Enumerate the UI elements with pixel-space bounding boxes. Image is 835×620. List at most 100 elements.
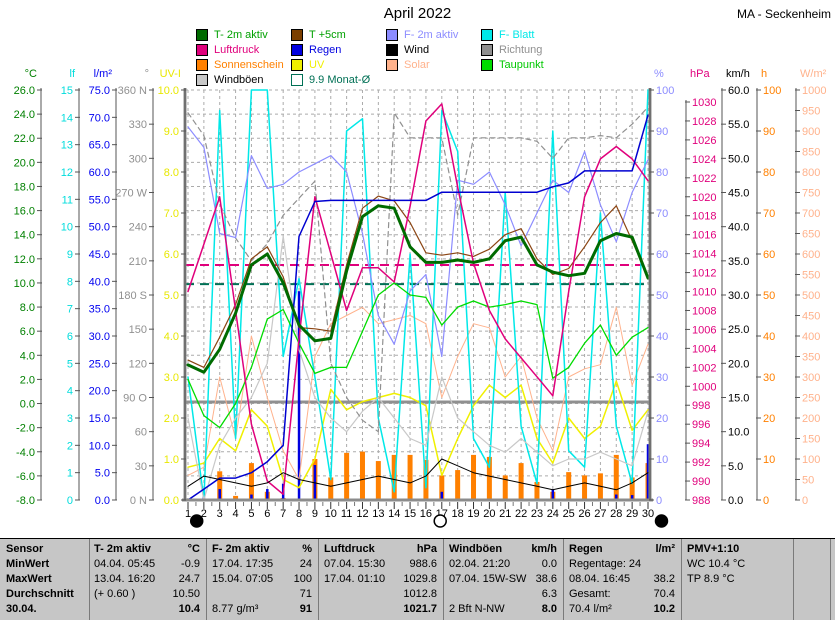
svg-text:60.0: 60.0 xyxy=(728,85,749,97)
axis-w-m-right: 1000950900850800750700650600550500450400… xyxy=(795,68,827,507)
axis-unit-lf: lf xyxy=(70,68,76,80)
svg-text:100: 100 xyxy=(656,85,674,97)
legend-label-f-blatt: F- Blatt xyxy=(499,29,535,41)
legend-label-t-5cm: T +5cm xyxy=(309,29,346,41)
svg-text:1002: 1002 xyxy=(692,362,716,374)
svg-text:40.0: 40.0 xyxy=(728,222,749,234)
svg-text:210: 210 xyxy=(129,256,147,268)
svg-text:21: 21 xyxy=(499,508,511,520)
svg-text:5: 5 xyxy=(67,358,73,370)
panel-unit-f-2m-aktiv: % xyxy=(302,543,312,555)
svg-text:10.0: 10.0 xyxy=(158,85,179,97)
svg-text:13: 13 xyxy=(61,140,73,152)
svg-text:50.0: 50.0 xyxy=(89,222,110,234)
svg-text:-8.0: -8.0 xyxy=(16,495,35,507)
svg-text:700: 700 xyxy=(802,208,820,220)
svg-text:5: 5 xyxy=(248,508,254,520)
svg-text:240: 240 xyxy=(129,222,147,234)
svg-text:13: 13 xyxy=(372,508,384,520)
legend-item-richtung: Richtung xyxy=(481,44,542,56)
svg-text:80: 80 xyxy=(656,167,668,179)
axis-km-h-right: 60.0 55.0 50.0 45.0 40.0 35.0 30.0 25.0 20.0 15.0… xyxy=(721,68,750,507)
panel-divider xyxy=(206,539,207,620)
svg-text:550: 550 xyxy=(802,270,820,282)
svg-text:1.0: 1.0 xyxy=(164,454,179,466)
legend-swatch-luftdruck-icon xyxy=(196,44,208,56)
svg-text:14: 14 xyxy=(61,112,73,124)
svg-text:1006: 1006 xyxy=(692,324,716,336)
axis-c-left: 26.0 24.0 22.0 20.0 18.0 16.0 14.0 12.0 10.0 8.0 6… xyxy=(14,68,42,507)
panel-unit-luftdruck: hPa xyxy=(416,543,437,555)
svg-text:30.0: 30.0 xyxy=(89,331,110,343)
panel-col-pmv-1-10: PMV+1:10 WC 10.4 °C TP 8.9 °C xyxy=(687,542,787,617)
svg-text:90 O: 90 O xyxy=(123,393,147,405)
panel-header-f-2m-aktiv: F- 2m aktiv xyxy=(212,543,270,555)
legend-swatch-sonnenschein-icon xyxy=(196,59,208,71)
svg-text:0.0: 0.0 xyxy=(164,495,179,507)
panel-cell-value: 6.3 xyxy=(541,588,557,600)
svg-text:450: 450 xyxy=(802,311,820,323)
svg-text:10.0: 10.0 xyxy=(14,278,35,290)
svg-text:1020: 1020 xyxy=(692,192,716,204)
axis-unit-c: °C xyxy=(25,68,37,80)
svg-text:350: 350 xyxy=(802,352,820,364)
legend-swatch-t-5cm-icon xyxy=(291,29,303,41)
panel-divider xyxy=(443,539,444,620)
svg-text:40: 40 xyxy=(763,331,775,343)
svg-text:0.0: 0.0 xyxy=(728,495,743,507)
panel-cell-label: 08.04. 16:45 xyxy=(569,573,631,585)
svg-text:6: 6 xyxy=(264,508,270,520)
panel-col-regen: Regen l/m² Regentage: 24 08.04. 16:45 38.2 Ge… xyxy=(569,542,675,617)
svg-text:70.0: 70.0 xyxy=(89,112,110,124)
svg-text:25.0: 25.0 xyxy=(89,358,110,370)
series-taupunkt xyxy=(187,282,649,429)
panel-cell-value: 10.2 xyxy=(653,603,675,615)
panel-divider xyxy=(89,539,90,620)
panel-col-sensor: Sensor MinWert MaxWert Durchschnitt 30.04. xyxy=(6,542,84,617)
panel-cell-value: 10.4 xyxy=(178,603,200,615)
svg-text:950: 950 xyxy=(802,106,820,118)
legend-item-f-blatt: F- Blatt xyxy=(481,29,534,41)
svg-text:20.0: 20.0 xyxy=(14,157,35,169)
legend-item-taupunkt: Taupunkt xyxy=(481,59,544,71)
svg-text:1000: 1000 xyxy=(692,381,716,393)
series-solar xyxy=(187,306,649,480)
svg-text:7.0: 7.0 xyxy=(164,208,179,220)
panel-col-t-2m-aktiv: T- 2m aktiv °C 04.04. 05:45 -0.9 13.04. 16:2… xyxy=(94,542,200,617)
panel-row: 71 xyxy=(212,587,312,602)
svg-text:1018: 1018 xyxy=(692,211,716,223)
svg-text:992: 992 xyxy=(692,457,710,469)
svg-text:8: 8 xyxy=(296,508,302,520)
svg-text:1024: 1024 xyxy=(692,154,716,166)
svg-text:0: 0 xyxy=(656,495,662,507)
svg-text:9.0: 9.0 xyxy=(164,126,179,138)
legend-swatch-f-blatt-icon xyxy=(481,29,493,41)
panel-cell-value: 8.0 xyxy=(541,603,557,615)
svg-text:65.0: 65.0 xyxy=(89,140,110,152)
panel-cell-value: 91 xyxy=(299,603,312,615)
panel-cell-label: 07.04. 15:30 xyxy=(324,558,386,570)
svg-text:360 N: 360 N xyxy=(118,85,147,97)
panel-row: (+ 0.60 ) 10.50 xyxy=(94,587,200,602)
panel-cell-label: 15.04. 07:05 xyxy=(212,573,274,585)
svg-text:45.0: 45.0 xyxy=(728,188,749,200)
panel-row: Gesamt: 70.4 xyxy=(569,587,675,602)
series-f-2m xyxy=(187,126,649,358)
svg-text:330: 330 xyxy=(129,119,147,131)
series-uv xyxy=(187,380,649,489)
axis-unit-h: h xyxy=(761,68,767,80)
svg-text:650: 650 xyxy=(802,229,820,241)
svg-text:1028: 1028 xyxy=(692,116,716,128)
panel-unit-regen: l/m² xyxy=(655,543,675,555)
svg-text:60: 60 xyxy=(656,249,668,261)
panel-cell-label: 02.04. 21:20 xyxy=(449,558,511,570)
panel-cell-label: 8.77 g/m³ xyxy=(212,603,259,615)
svg-text:1000: 1000 xyxy=(802,85,826,97)
panel-col-windb-en: Windböen km/h 02.04. 21:20 0.0 07.04. 15W-SW… xyxy=(449,542,557,617)
panel-cell-label: 07.04. 15W-SW xyxy=(449,573,527,585)
series-regen-summe xyxy=(187,114,649,501)
svg-text:30.0: 30.0 xyxy=(728,290,749,302)
svg-text:1014: 1014 xyxy=(692,249,716,261)
